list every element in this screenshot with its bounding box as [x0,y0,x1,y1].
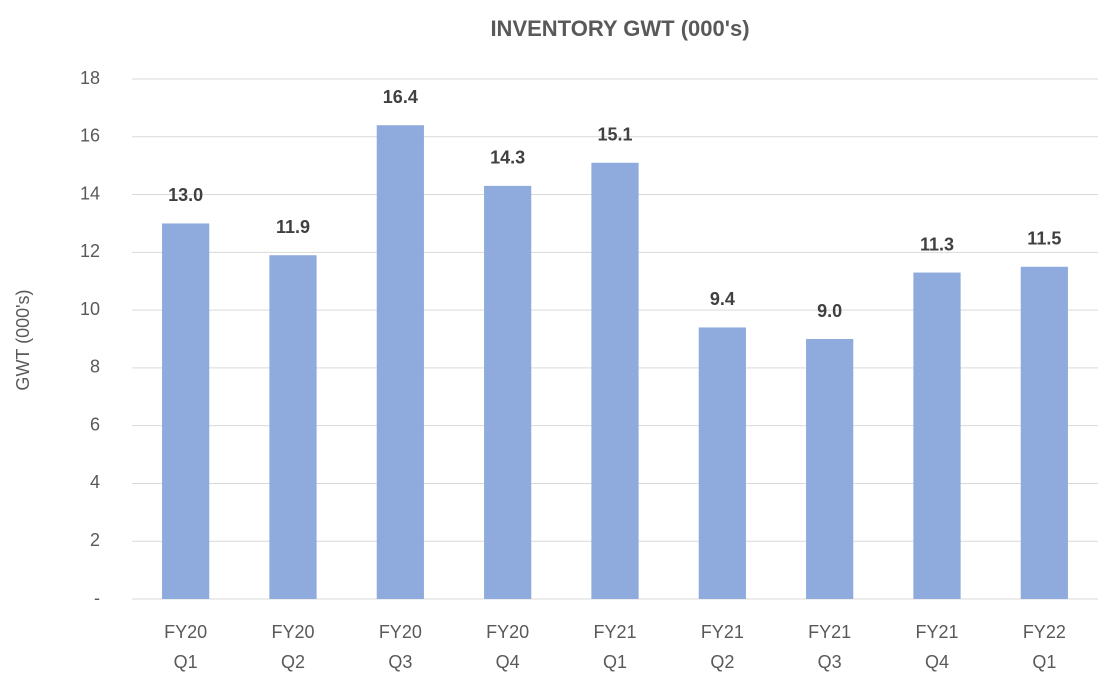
x-tick-label: FY21 Q4 [915,622,959,672]
y-tick-label: - [94,588,100,608]
bar [376,125,424,599]
y-tick-label: 12 [80,241,100,261]
y-tick-label: 6 [90,414,100,434]
x-tick-label: FY21 Q3 [808,622,852,672]
data-label: 14.3 [490,148,525,168]
x-tick-label: FY20 Q2 [271,622,315,672]
data-label: 11.5 [1027,229,1061,249]
bar [162,223,210,599]
y-tick-label: 10 [80,299,100,319]
bar [913,272,961,599]
y-tick-label: 2 [90,530,100,550]
bar [806,339,854,599]
data-label: 15.1 [597,125,632,145]
x-tick-label: FY20 Q1 [164,622,208,672]
x-tick-label: FY22 Q1 [1022,622,1066,672]
bar [484,185,532,599]
data-label: 16.4 [383,87,418,107]
data-label: 9.0 [817,301,842,321]
x-tick-label: FY20 Q3 [378,622,422,672]
y-tick-label: 16 [80,126,100,146]
bar [269,255,317,599]
bar [1020,266,1068,599]
chart-title: INVENTORY GWT (000's) [490,16,749,41]
y-axis-title: GWT (000's) [13,289,33,390]
x-tick-label: FY21 Q1 [593,622,637,672]
y-tick-label: 8 [90,357,100,377]
data-label: 9.4 [710,289,735,309]
y-tick-label: 4 [90,472,100,492]
bar [698,327,746,599]
y-tick-label: 14 [80,183,100,203]
data-label: 13.0 [168,185,203,205]
x-tick-label: FY20 Q4 [486,622,530,672]
data-label: 11.9 [276,217,310,237]
bar [591,162,639,599]
x-tick-label: FY21 Q2 [700,622,744,672]
data-label: 11.3 [920,234,954,254]
y-tick-label: 18 [80,68,100,88]
